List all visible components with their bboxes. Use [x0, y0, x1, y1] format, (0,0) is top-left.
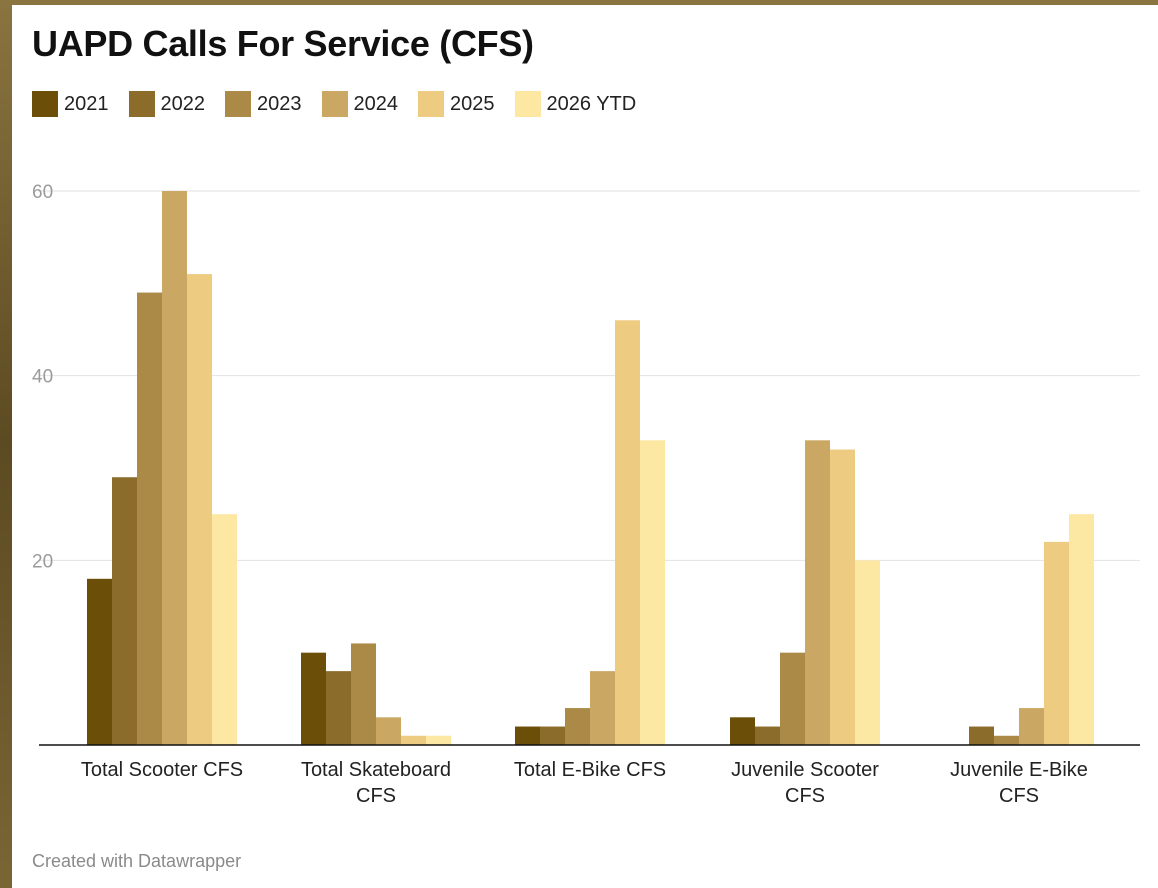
bar: [401, 735, 426, 745]
x-tick-label: Juvenile Scooter: [731, 759, 879, 781]
bar: [326, 671, 351, 745]
legend-item: 2023: [225, 91, 302, 117]
x-tick-label: CFS: [999, 785, 1039, 807]
x-tick-label: Total Skateboard: [301, 759, 451, 781]
x-tick-label: Juvenile E-Bike: [950, 759, 1088, 781]
y-tick-label: 20: [32, 551, 53, 572]
bar: [590, 671, 615, 745]
chart-legend: 2021 2022 2023 2024 2025 2026 YTD: [32, 91, 656, 117]
bar: [755, 726, 780, 745]
bar: [565, 708, 590, 745]
legend-swatch: [225, 91, 251, 117]
bar: [426, 735, 451, 745]
credit-footer: Created with Datawrapper: [32, 851, 242, 871]
legend-item: 2022: [128, 91, 206, 117]
bar: [87, 578, 112, 745]
bar: [351, 643, 376, 745]
chart-title: UAPD Calls For Service (CFS): [32, 23, 534, 64]
bar: [187, 274, 212, 745]
legend-swatch: [128, 91, 155, 117]
bar: [376, 717, 401, 745]
bar: [112, 477, 137, 745]
legend-label: 2024: [353, 92, 399, 115]
bar: [730, 717, 755, 745]
bar: [1019, 708, 1044, 745]
x-tick-label: CFS: [356, 785, 396, 807]
legend-label: 2023: [257, 92, 302, 115]
legend-item: 2026 YTD: [514, 91, 637, 117]
bar: [162, 191, 187, 745]
chart-card: UAPD Calls For Service (CFS) 2021 2022 202…: [12, 5, 1158, 888]
legend-swatch: [418, 91, 444, 117]
bar: [137, 292, 162, 745]
bar: [855, 560, 880, 745]
legend-swatch: [321, 91, 348, 117]
bar: [301, 652, 326, 745]
bar: [640, 440, 665, 745]
bar: [1069, 514, 1094, 745]
legend-label: 2025: [450, 92, 495, 115]
x-tick-label: CFS: [785, 785, 825, 807]
x-tick-label: Total Scooter CFS: [81, 759, 243, 781]
bar: [994, 735, 1019, 745]
legend-label: 2026 YTD: [546, 92, 637, 115]
legend-label: 2022: [160, 92, 206, 115]
bar: [212, 514, 237, 745]
bar: [780, 652, 805, 745]
legend-item: 2025: [418, 91, 495, 117]
bar: [969, 726, 994, 745]
bar-chart: 20 40 60 Total Scooter CFS Total Skateboard C…: [32, 182, 1140, 807]
legend-swatch: [32, 91, 58, 117]
legend-item: 2021: [32, 91, 109, 117]
y-tick-label: 40: [32, 367, 53, 388]
bar: [515, 726, 540, 745]
legend-label: 2021: [64, 92, 109, 115]
bar: [540, 726, 565, 745]
bar: [805, 440, 830, 745]
bar: [830, 449, 855, 745]
legend-swatch: [514, 91, 541, 117]
bar: [1044, 541, 1069, 745]
y-tick-label: 60: [32, 182, 53, 203]
legend-item: 2024: [321, 91, 399, 117]
x-tick-label: Total E-Bike CFS: [514, 759, 666, 781]
bar: [615, 320, 640, 745]
